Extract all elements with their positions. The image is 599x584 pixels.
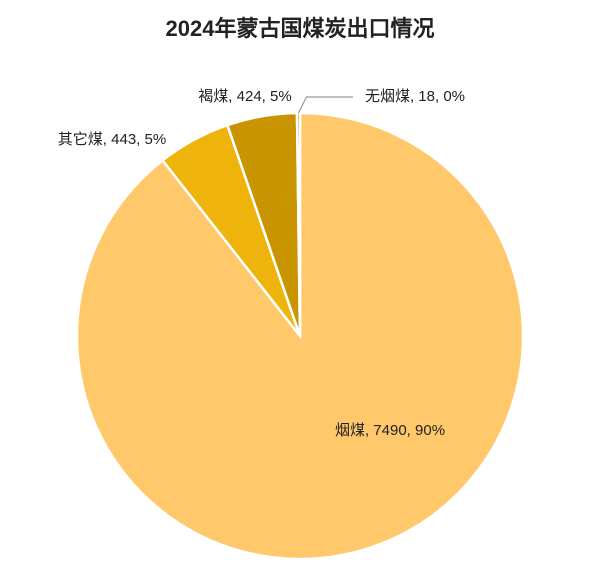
chart-title: 2024年蒙古国煤炭出口情况	[166, 16, 435, 41]
leader-line	[297, 96, 353, 114]
data-label: 其它煤, 443, 5%	[58, 130, 166, 148]
data-label: 无烟煤, 18, 0%	[365, 88, 465, 105]
data-label: 烟煤, 7490, 90%	[335, 422, 445, 439]
data-label: 褐煤, 424, 5%	[198, 88, 291, 105]
